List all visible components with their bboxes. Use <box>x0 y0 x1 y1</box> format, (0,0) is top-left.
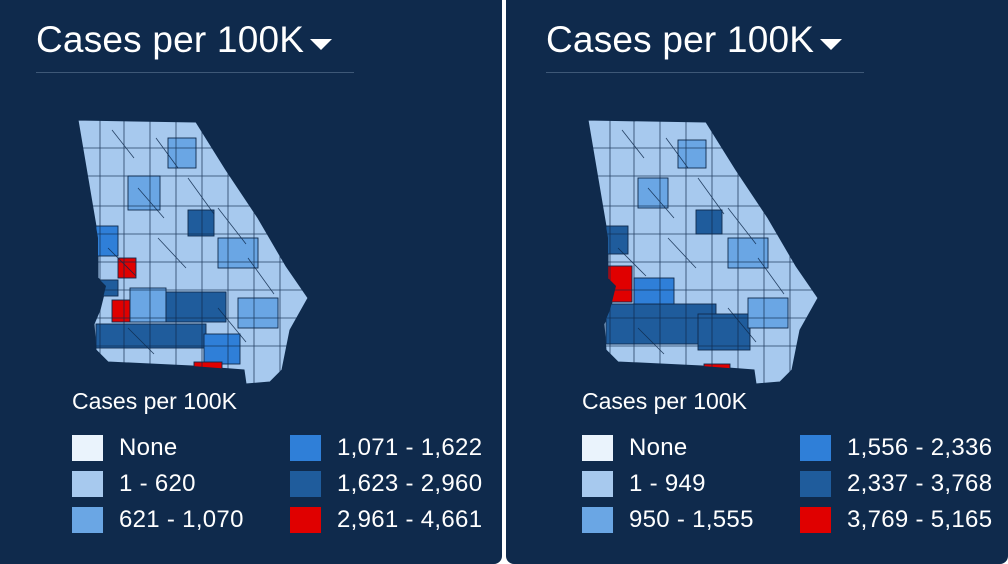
legend-item-bin3: 1,071 - 1,622 <box>290 430 482 466</box>
legend-label: 2,961 - 4,661 <box>337 506 483 533</box>
legend-label: 950 - 1,555 <box>629 506 754 533</box>
legend-swatch <box>582 435 613 461</box>
county-region <box>127 175 161 211</box>
legend-label: 3,769 - 5,165 <box>847 506 993 533</box>
legend-column: None 1 - 949 950 - 1,555 <box>582 430 754 538</box>
divider <box>546 72 864 73</box>
metric-dropdown[interactable]: Cases per 100K <box>36 14 333 66</box>
legend-swatch <box>582 507 613 533</box>
legend-swatch <box>72 435 103 461</box>
county-region <box>637 177 669 209</box>
legend-title: Cases per 100K <box>72 388 237 414</box>
legend-swatch <box>290 471 321 497</box>
legend-label: None <box>629 434 688 461</box>
legend-swatch <box>290 435 321 461</box>
legend-item-bin1: 1 - 620 <box>72 466 244 502</box>
metric-dropdown[interactable]: Cases per 100K <box>546 14 843 66</box>
county-region <box>633 277 675 305</box>
metric-title: Cases per 100K <box>36 19 305 60</box>
legend-column: 1,556 - 2,336 2,337 - 3,768 3,769 - 5,16… <box>800 430 992 538</box>
legend-item-bin4: 1,623 - 2,960 <box>290 466 482 502</box>
legend-label: 1,071 - 1,622 <box>337 434 483 461</box>
legend-label: 621 - 1,070 <box>119 506 244 533</box>
legend-item-bin5: 2,961 - 4,661 <box>290 502 482 538</box>
legend-label: 1,556 - 2,336 <box>847 434 993 461</box>
legend-item-none: None <box>582 430 754 466</box>
legend-swatch <box>582 471 613 497</box>
legend-item-bin3: 1,556 - 2,336 <box>800 430 992 466</box>
county-borders <box>588 120 818 384</box>
metric-title: Cases per 100K <box>546 19 815 60</box>
legend-swatch <box>800 435 831 461</box>
county-region <box>165 291 227 323</box>
divider <box>36 72 354 73</box>
legend-swatch <box>72 471 103 497</box>
legend-label: 1,623 - 2,960 <box>337 470 483 497</box>
legend-column: None 1 - 620 621 - 1,070 <box>72 430 244 538</box>
legend-item-bin2: 950 - 1,555 <box>582 502 754 538</box>
county-region <box>193 361 223 377</box>
legend-title: Cases per 100K <box>582 388 747 414</box>
legend-label: 1 - 620 <box>119 470 196 497</box>
legend-label: 2,337 - 3,768 <box>847 470 993 497</box>
legend-swatch <box>800 507 831 533</box>
county-region <box>129 287 167 323</box>
georgia-county-map[interactable] <box>68 118 313 396</box>
county-region <box>187 209 215 237</box>
legend-item-bin1: 1 - 949 <box>582 466 754 502</box>
georgia-county-map[interactable] <box>578 118 823 396</box>
county-region <box>203 333 241 365</box>
county-region <box>237 297 279 329</box>
county-region <box>97 279 119 297</box>
legend-swatch <box>290 507 321 533</box>
county-region <box>607 265 633 303</box>
county-region <box>747 297 789 329</box>
county-region <box>95 225 119 257</box>
county-borders <box>78 120 308 384</box>
county-region <box>167 137 197 169</box>
caret-down-icon[interactable] <box>820 38 843 50</box>
county-region <box>605 225 629 255</box>
county-region <box>95 323 207 349</box>
county-region <box>703 363 731 379</box>
county-region <box>695 209 723 235</box>
legend-item-bin4: 2,337 - 3,768 <box>800 466 992 502</box>
map-panel-right: Cases per 100K <box>506 0 1008 564</box>
legend-swatch <box>72 507 103 533</box>
caret-down-icon[interactable] <box>310 38 333 50</box>
legend-item-bin5: 3,769 - 5,165 <box>800 502 992 538</box>
legend-column: 1,071 - 1,622 1,623 - 2,960 2,961 - 4,66… <box>290 430 482 538</box>
map-panel-left: Cases per 100K <box>0 0 502 564</box>
county-region <box>677 139 707 169</box>
legend-item-bin2: 621 - 1,070 <box>72 502 244 538</box>
legend-item-none: None <box>72 430 244 466</box>
legend-swatch <box>800 471 831 497</box>
legend-label: None <box>119 434 178 461</box>
legend-label: 1 - 949 <box>629 470 706 497</box>
county-region <box>697 313 751 351</box>
county-region <box>111 299 131 323</box>
